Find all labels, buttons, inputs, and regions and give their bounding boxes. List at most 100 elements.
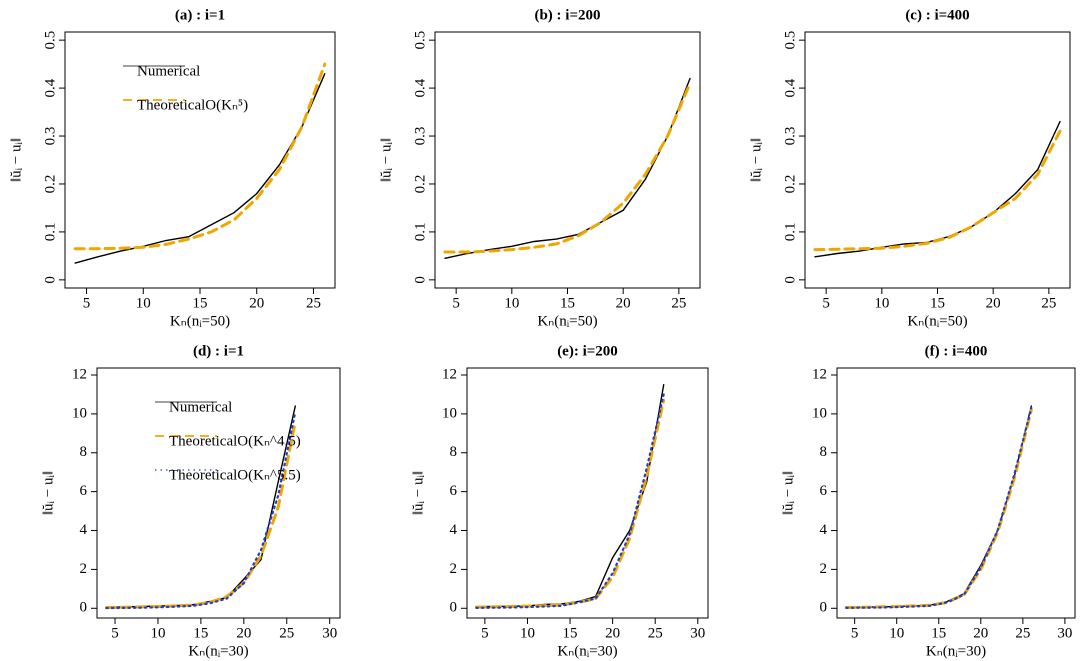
x-tick-label: 10 <box>150 625 165 641</box>
x-tick-label: 15 <box>930 295 945 311</box>
x-tick-label: 10 <box>520 625 535 641</box>
y-axis-label: ‖ŭᵢ − uᵢ‖ <box>780 471 796 515</box>
y-tick-label: 12 <box>442 366 457 382</box>
x-tick-label: 25 <box>1015 625 1030 641</box>
y-tick-label: 0 <box>820 600 828 616</box>
x-axis-label: Kₙ(nᵢ=50) <box>537 313 597 329</box>
series-line <box>73 62 327 251</box>
panel-title: (c) : i=400 <box>905 7 969 23</box>
series-line <box>444 77 691 259</box>
x-tick-label: 10 <box>889 625 904 641</box>
panel: (c) : i=400 Kₙ(nᵢ=50) ‖ŭᵢ − uᵢ‖ 5 10 15 20 25 0 0… <box>748 7 1071 329</box>
panel-title: (b) : i=200 <box>534 7 600 23</box>
series-line <box>474 398 666 609</box>
y-tick-label: 0.2 <box>782 175 798 194</box>
y-axis-label: ‖ŭᵢ − uᵢ‖ <box>748 138 764 182</box>
x-tick-label: 20 <box>249 295 264 311</box>
y-tick-label: 10 <box>72 405 87 421</box>
legend-label: TheoreticalO(Kₙ^5.5) <box>169 467 301 483</box>
legend-label: Numerical <box>169 399 232 415</box>
x-tick-label: 5 <box>822 295 830 311</box>
y-tick-label: 6 <box>80 483 88 499</box>
x-tick-label: 10 <box>136 295 151 311</box>
y-tick-label: 0.5 <box>782 31 798 50</box>
y-tick-label: 0.3 <box>412 127 428 146</box>
series-line <box>845 405 1033 608</box>
panel-title: (f) : i=400 <box>925 343 988 359</box>
x-tick-label: 30 <box>1057 625 1072 641</box>
y-tick-label: 6 <box>820 483 828 499</box>
x-tick-label: 25 <box>648 625 663 641</box>
x-axis-label: Kₙ(nᵢ=30) <box>926 643 986 659</box>
y-tick-label: 0 <box>80 600 88 616</box>
y-tick-label: 0.1 <box>42 223 58 242</box>
x-tick-label: 30 <box>690 625 705 641</box>
y-tick-label: 4 <box>450 522 458 538</box>
legend-label: Numerical <box>137 63 200 79</box>
y-tick-label: 0 <box>42 276 58 284</box>
y-tick-label: 8 <box>450 444 458 460</box>
x-tick-label: 25 <box>279 625 294 641</box>
legend-label: TheoreticalO(Kₙ⁵) <box>137 97 248 113</box>
y-tick-label: 0.4 <box>412 78 428 97</box>
y-axis-label: ‖ŭᵢ − uᵢ‖ <box>8 138 24 182</box>
y-tick-label: 4 <box>80 522 88 538</box>
series-line <box>475 393 665 610</box>
x-tick-label: 20 <box>973 625 988 641</box>
panel-title: (d) : i=1 <box>193 343 244 359</box>
x-tick-label: 25 <box>671 295 686 311</box>
panel-title: (e): i=200 <box>557 343 618 359</box>
x-tick-label: 15 <box>560 295 575 311</box>
x-tick-label: 15 <box>193 625 208 641</box>
y-tick-label: 0.4 <box>782 78 798 97</box>
y-tick-label: 0 <box>782 276 798 284</box>
y-tick-label: 2 <box>820 561 828 577</box>
panel: (d) : i=1 Kₙ(nᵢ=30) ‖ŭᵢ − uᵢ‖ 5 10 15 20 25 30 0 2… <box>40 343 341 659</box>
y-tick-label: 0.5 <box>412 31 428 50</box>
x-tick-label: 20 <box>605 625 620 641</box>
y-tick-label: 0.5 <box>42 31 58 50</box>
series-line <box>74 72 326 264</box>
x-tick-label: 20 <box>236 625 251 641</box>
y-tick-label: 12 <box>812 366 827 382</box>
x-axis-label: Kₙ(nᵢ=50) <box>907 313 967 329</box>
series-line <box>813 129 1062 252</box>
plot-frame <box>466 367 709 619</box>
x-axis-label: Kₙ(nᵢ=30) <box>557 643 617 659</box>
x-tick-label: 5 <box>481 625 489 641</box>
y-axis-label: ‖ŭᵢ − uᵢ‖ <box>410 471 426 515</box>
series-line <box>104 420 297 609</box>
y-tick-label: 0 <box>412 276 428 284</box>
plot-frame <box>434 31 701 289</box>
x-tick-label: 10 <box>504 295 519 311</box>
plot-frame <box>96 367 341 619</box>
series-line <box>443 81 692 254</box>
x-tick-label: 5 <box>851 625 859 641</box>
y-tick-label: 0.3 <box>42 127 58 146</box>
y-tick-label: 0.1 <box>412 223 428 242</box>
y-tick-label: 10 <box>442 405 457 421</box>
series-line <box>105 410 297 610</box>
legend-label: TheoreticalO(Kₙ^4.5) <box>169 433 301 449</box>
y-tick-label: 2 <box>80 561 88 577</box>
x-tick-label: 20 <box>616 295 631 311</box>
y-tick-label: 0.3 <box>782 127 798 146</box>
x-tick-label: 20 <box>986 295 1001 311</box>
x-tick-label: 5 <box>452 295 460 311</box>
x-tick-label: 5 <box>83 295 91 311</box>
y-tick-label: 0.2 <box>42 175 58 194</box>
x-axis-label: Kₙ(nᵢ=30) <box>188 643 248 659</box>
x-tick-label: 25 <box>306 295 321 311</box>
x-tick-label: 5 <box>111 625 119 641</box>
y-tick-label: 8 <box>80 444 88 460</box>
plot-frame <box>836 367 1076 619</box>
y-tick-label: 0.2 <box>412 175 428 194</box>
panel: (e): i=200 Kₙ(nᵢ=30) ‖ŭᵢ − uᵢ‖ 5 10 15 20 25 30 0… <box>410 343 709 659</box>
y-tick-label: 0 <box>450 600 458 616</box>
y-tick-label: 6 <box>450 483 458 499</box>
y-tick-label: 10 <box>812 405 827 421</box>
x-tick-label: 15 <box>931 625 946 641</box>
y-tick-label: 2 <box>450 561 458 577</box>
